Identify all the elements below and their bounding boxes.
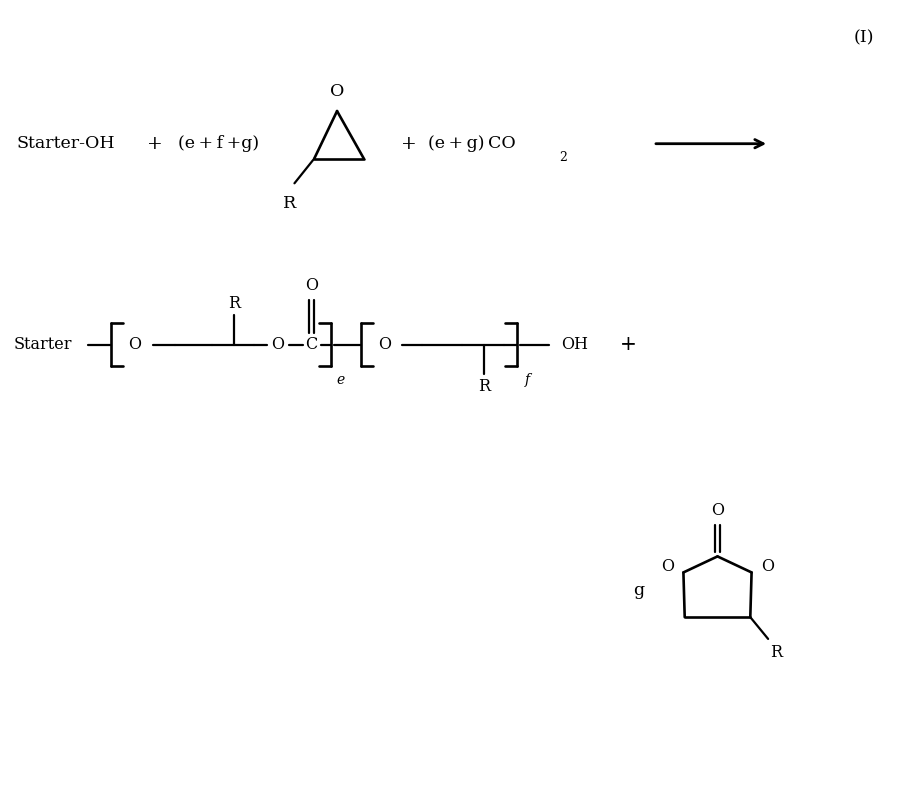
Text: g: g: [633, 582, 643, 599]
Text: 2: 2: [559, 151, 567, 164]
Text: O: O: [305, 276, 318, 293]
Text: O: O: [760, 558, 774, 575]
Text: O: O: [271, 336, 284, 353]
Text: R: R: [478, 378, 490, 395]
Text: +: +: [620, 335, 637, 354]
Text: (I): (I): [854, 29, 875, 46]
Text: R: R: [228, 294, 240, 312]
Text: O: O: [711, 502, 724, 519]
Text: O: O: [330, 83, 344, 100]
Text: Starter-OH: Starter-OH: [16, 135, 114, 152]
Text: R: R: [283, 195, 296, 212]
Text: O: O: [378, 336, 392, 353]
Text: +: +: [400, 135, 417, 152]
Text: C: C: [305, 336, 318, 353]
Text: (e + f +g): (e + f +g): [177, 135, 258, 152]
Text: (e + g) CO: (e + g) CO: [428, 135, 516, 152]
Text: Starter: Starter: [14, 336, 73, 353]
Text: O: O: [662, 558, 674, 575]
Text: R: R: [770, 644, 782, 661]
Text: OH: OH: [561, 336, 588, 353]
Text: O: O: [129, 336, 141, 353]
Text: +: +: [147, 135, 163, 152]
Text: f: f: [525, 373, 530, 387]
Text: e: e: [337, 373, 345, 387]
